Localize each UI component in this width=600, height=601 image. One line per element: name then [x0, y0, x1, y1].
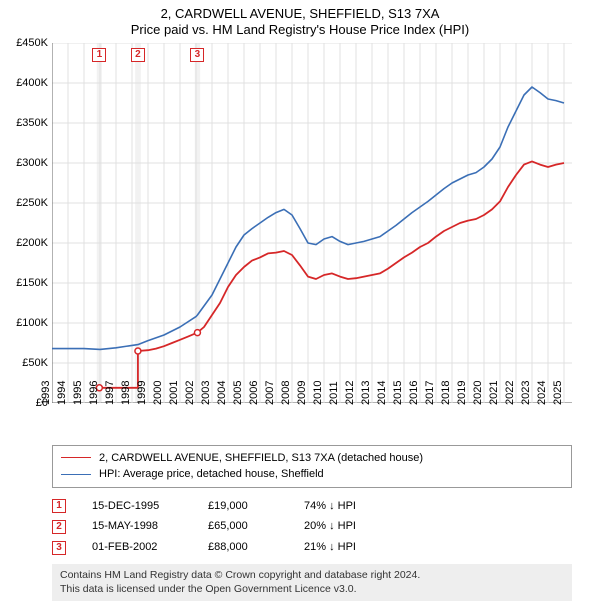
sale-date: 01-FEB-2002 — [92, 537, 182, 558]
legend-row-0: 2, CARDWELL AVENUE, SHEFFIELD, S13 7XA (… — [61, 450, 563, 467]
sale-vs-hpi: 21% ↓ HPI — [304, 537, 414, 558]
x-tick-label: 2013 — [360, 380, 372, 404]
sale-price: £65,000 — [208, 516, 278, 537]
x-tick-label: 1996 — [88, 380, 100, 404]
x-tick-label: 2010 — [312, 380, 324, 404]
chart-area: £0£50K£100K£150K£200K£250K£300K£350K£400… — [10, 43, 572, 403]
x-tick-label: 2001 — [168, 380, 180, 404]
chart-marker-2: 2 — [131, 48, 145, 62]
legend-swatch — [61, 457, 91, 458]
x-tick-label: 2003 — [200, 380, 212, 404]
x-tick-label: 2008 — [280, 380, 292, 404]
x-tick-label: 1994 — [56, 380, 68, 404]
x-tick-label: 2019 — [456, 380, 468, 404]
y-tick-label: £250K — [16, 197, 52, 209]
sale-vs-hpi: 20% ↓ HPI — [304, 516, 414, 537]
x-tick-label: 2011 — [328, 381, 340, 405]
x-tick-label: 2022 — [504, 380, 516, 404]
sale-rows: 1 15-DEC-1995 £19,000 74% ↓ HPI 2 15-MAY-1998… — [52, 496, 572, 559]
sale-marker-1: 1 — [52, 499, 66, 513]
legend-label: HPI: Average price, detached house, Shef… — [99, 466, 324, 483]
x-tick-label: 2000 — [152, 380, 164, 404]
legend-row-1: HPI: Average price, detached house, Shef… — [61, 466, 563, 483]
sale-vs-hpi: 74% ↓ HPI — [304, 496, 414, 517]
x-tick-label: 2018 — [440, 380, 452, 404]
title-sub: Price paid vs. HM Land Registry's House … — [10, 22, 590, 38]
x-tick-label: 1995 — [72, 380, 84, 404]
x-tick-label: 1993 — [40, 380, 52, 404]
x-tick-label: 2024 — [536, 380, 548, 404]
legend-box: 2, CARDWELL AVENUE, SHEFFIELD, S13 7XA (… — [52, 445, 572, 488]
x-tick-label: 2002 — [184, 380, 196, 404]
y-tick-label: £150K — [16, 277, 52, 289]
x-tick-label: 2021 — [488, 380, 500, 404]
x-tick-label: 2004 — [216, 380, 228, 404]
footer-attribution: Contains HM Land Registry data © Crown c… — [52, 564, 572, 600]
x-tick-label: 1997 — [104, 380, 116, 404]
y-tick-label: £50K — [22, 357, 52, 369]
title-block: 2, CARDWELL AVENUE, SHEFFIELD, S13 7XA P… — [10, 6, 590, 39]
x-tick-label: 2014 — [376, 380, 388, 404]
chart-card: 2, CARDWELL AVENUE, SHEFFIELD, S13 7XA P… — [0, 0, 600, 590]
x-tick-label: 2023 — [520, 380, 532, 404]
y-tick-label: £400K — [16, 77, 52, 89]
x-tick-label: 2007 — [264, 380, 276, 404]
x-tick-label: 2015 — [392, 380, 404, 404]
series-price-line — [99, 161, 564, 387]
sale-price: £19,000 — [208, 496, 278, 517]
legend-label: 2, CARDWELL AVENUE, SHEFFIELD, S13 7XA (… — [99, 450, 423, 467]
chart-marker-3: 3 — [190, 48, 204, 62]
y-tick-label: £350K — [16, 117, 52, 129]
x-tick-label: 2020 — [472, 380, 484, 404]
chart-marker-1: 1 — [92, 48, 106, 62]
plot-svg — [52, 43, 572, 403]
footer-line-2: This data is licensed under the Open Gov… — [60, 582, 564, 596]
y-tick-label: £300K — [16, 157, 52, 169]
y-tick-label: £450K — [16, 37, 52, 49]
footer-line-1: Contains HM Land Registry data © Crown c… — [60, 568, 564, 582]
x-tick-label: 2016 — [408, 380, 420, 404]
y-tick-label: £100K — [16, 317, 52, 329]
x-tick-label: 2025 — [552, 380, 564, 404]
x-tick-label: 2005 — [232, 380, 244, 404]
x-tick-label: 1999 — [136, 380, 148, 404]
sale-date: 15-DEC-1995 — [92, 496, 182, 517]
sale-date: 15-MAY-1998 — [92, 516, 182, 537]
sale-row-2: 2 15-MAY-1998 £65,000 20% ↓ HPI — [52, 516, 572, 537]
x-tick-label: 2017 — [424, 380, 436, 404]
x-tick-label: 2012 — [344, 380, 356, 404]
title-main: 2, CARDWELL AVENUE, SHEFFIELD, S13 7XA — [10, 6, 590, 22]
sale-marker-3: 3 — [52, 541, 66, 555]
y-tick-label: £200K — [16, 237, 52, 249]
x-tick-label: 2006 — [248, 380, 260, 404]
sale-row-3: 3 01-FEB-2002 £88,000 21% ↓ HPI — [52, 537, 572, 558]
sale-price: £88,000 — [208, 537, 278, 558]
legend-swatch — [61, 474, 91, 475]
x-tick-label: 1998 — [120, 380, 132, 404]
x-tick-label: 2009 — [296, 380, 308, 404]
sale-row-1: 1 15-DEC-1995 £19,000 74% ↓ HPI — [52, 496, 572, 517]
sale-marker-2: 2 — [52, 520, 66, 534]
